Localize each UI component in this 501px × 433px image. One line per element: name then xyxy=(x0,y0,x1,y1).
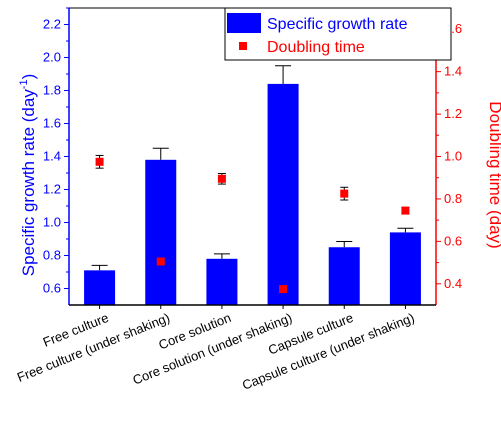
bar xyxy=(145,159,177,305)
y-left-tick-label: 0.6 xyxy=(43,281,61,296)
y-right-tick-label: 1.0 xyxy=(444,149,462,164)
y-axis-right-label: Doubling time (day) xyxy=(486,101,501,248)
bar xyxy=(389,232,421,305)
y-left-tick-label: 2.0 xyxy=(43,50,61,65)
data-point xyxy=(95,157,104,166)
data-point xyxy=(156,257,165,266)
data-point xyxy=(279,285,288,294)
bar xyxy=(328,247,360,305)
y-left-tick-label: 1.0 xyxy=(43,215,61,230)
y-right-tick-label: 1.4 xyxy=(444,64,462,79)
y-right-tick-label: 1.2 xyxy=(444,106,462,121)
y-left-tick-label: 1.8 xyxy=(43,83,61,98)
y-axis-left-label-suffix: ) xyxy=(19,74,38,80)
y-left-tick-label: 2.2 xyxy=(43,17,61,32)
y-axis-left-label-main: Specific growth rate (day xyxy=(19,89,38,277)
legend: Specific growth rate Doubling time xyxy=(224,7,452,61)
bar xyxy=(267,83,299,306)
legend-box xyxy=(224,7,452,61)
y-axis-left-label: Specific growth rate (day-1) xyxy=(18,74,38,277)
legend-swatch-growth-rate xyxy=(227,13,261,33)
data-point xyxy=(401,206,410,215)
ticks-layer: 0.6 0.8 1.0 1.2 1.4 1.6 1.8 2.0 2.2 0.4 0.6 0.8 1.0 1… xyxy=(43,7,462,296)
y-left-tick-label: 0.8 xyxy=(43,248,61,263)
data-point xyxy=(217,174,226,183)
y-right-tick-label: 0.4 xyxy=(444,276,462,291)
bar xyxy=(206,258,238,305)
y-right-tick-label: 0.6 xyxy=(444,233,462,248)
y-axis-left-label-sup: -1 xyxy=(18,79,30,89)
legend-label-doubling-time: Doubling time xyxy=(267,39,365,56)
y-left-tick-label: 1.4 xyxy=(43,149,61,164)
points-layer xyxy=(95,154,410,294)
y-left-tick-label: 1.6 xyxy=(43,116,61,131)
bars-layer xyxy=(84,65,421,306)
data-point xyxy=(340,189,349,198)
bar xyxy=(84,270,116,305)
legend-label-growth-rate: Specific growth rate xyxy=(267,16,408,33)
legend-marker-doubling-time xyxy=(239,42,247,50)
y-left-tick-label: 1.2 xyxy=(43,182,61,197)
y-right-tick-label: 0.8 xyxy=(444,191,462,206)
